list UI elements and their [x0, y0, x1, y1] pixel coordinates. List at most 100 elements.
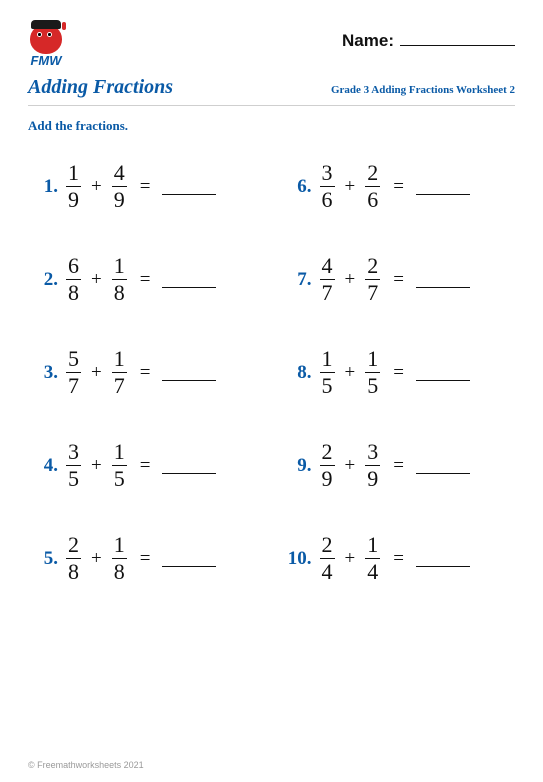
denominator: 7 — [112, 375, 127, 397]
answer-blank[interactable] — [416, 179, 470, 195]
plus-operator: + — [343, 362, 358, 384]
answer-blank[interactable] — [416, 551, 470, 567]
numerator: 1 — [365, 534, 380, 556]
denominator: 5 — [112, 468, 127, 490]
equals-sign: = — [388, 269, 406, 291]
problem-row: 10.24+14= — [286, 534, 516, 583]
denominator: 7 — [66, 375, 81, 397]
numerator: 3 — [320, 162, 335, 184]
plus-operator: + — [343, 176, 358, 198]
answer-blank[interactable] — [162, 458, 216, 474]
page-subtitle: Grade 3 Adding Fractions Worksheet 2 — [331, 84, 515, 96]
problem-number: 5. — [32, 548, 58, 570]
fraction-b: 15 — [112, 441, 127, 490]
plus-operator: + — [89, 176, 104, 198]
answer-blank[interactable] — [162, 272, 216, 288]
fraction-b: 49 — [112, 162, 127, 211]
problem-row: 5.28+18= — [32, 534, 262, 583]
fraction-b: 26 — [365, 162, 380, 211]
fraction-a: 15 — [320, 348, 335, 397]
problem-number: 10. — [286, 548, 312, 570]
fraction-a: 68 — [66, 255, 81, 304]
answer-blank[interactable] — [416, 272, 470, 288]
denominator: 8 — [112, 561, 127, 583]
plus-operator: + — [343, 548, 358, 570]
equals-sign: = — [388, 362, 406, 384]
problem-number: 6. — [286, 176, 312, 198]
numerator: 1 — [112, 348, 127, 370]
fraction-b: 39 — [365, 441, 380, 490]
denominator: 5 — [365, 375, 380, 397]
name-blank[interactable] — [400, 30, 515, 46]
answer-blank[interactable] — [416, 458, 470, 474]
equals-sign: = — [135, 548, 153, 570]
problem-row: 3.57+17= — [32, 348, 262, 397]
problem-row: 1. 19 +49 = — [32, 162, 262, 211]
numerator: 1 — [66, 162, 81, 184]
problem-row: 9.29+39= — [286, 441, 516, 490]
fraction-b: 14 — [365, 534, 380, 583]
numerator: 2 — [66, 534, 81, 556]
answer-blank[interactable] — [416, 365, 470, 381]
instruction: Add the fractions. — [28, 118, 515, 134]
numerator: 1 — [112, 255, 127, 277]
numerator: 2 — [320, 441, 335, 463]
plus-operator: + — [89, 362, 104, 384]
denominator: 6 — [365, 189, 380, 211]
denominator: 5 — [66, 468, 81, 490]
problem-row: 4.35+15= — [32, 441, 262, 490]
name-field: Name: — [342, 30, 515, 51]
answer-blank[interactable] — [162, 179, 216, 195]
numerator: 3 — [66, 441, 81, 463]
fraction-b: 17 — [112, 348, 127, 397]
problem-number: 7. — [286, 269, 312, 291]
numerator: 1 — [365, 348, 380, 370]
apple-icon — [28, 18, 64, 54]
denominator: 9 — [320, 468, 335, 490]
numerator: 6 — [66, 255, 81, 277]
problem-number: 8. — [286, 362, 312, 384]
numerator: 5 — [66, 348, 81, 370]
equals-sign: = — [135, 362, 153, 384]
equals-sign: = — [388, 455, 406, 477]
numerator: 2 — [365, 162, 380, 184]
fraction-b: 18 — [112, 534, 127, 583]
denominator: 8 — [66, 282, 81, 304]
footer-copyright: © Freemathworksheets 2021 — [28, 760, 144, 770]
equals-sign: = — [388, 548, 406, 570]
fraction-a: 24 — [320, 534, 335, 583]
fraction-a: 35 — [66, 441, 81, 490]
denominator: 4 — [320, 561, 335, 583]
answer-blank[interactable] — [162, 365, 216, 381]
denominator: 5 — [320, 375, 335, 397]
fraction-a: 36 — [320, 162, 335, 211]
numerator: 1 — [112, 534, 127, 556]
numerator: 3 — [365, 441, 380, 463]
fraction-a: 28 — [66, 534, 81, 583]
denominator: 8 — [66, 561, 81, 583]
denominator: 4 — [365, 561, 380, 583]
denominator: 7 — [365, 282, 380, 304]
plus-operator: + — [343, 455, 358, 477]
fraction-b: 15 — [365, 348, 380, 397]
problem-number: 1. — [32, 176, 58, 198]
fraction-a: 29 — [320, 441, 335, 490]
problem-row: 6.36+26= — [286, 162, 516, 211]
denominator: 8 — [112, 282, 127, 304]
logo-text: FMW — [30, 53, 61, 68]
equals-sign: = — [135, 176, 153, 198]
denominator: 6 — [320, 189, 335, 211]
answer-blank[interactable] — [162, 551, 216, 567]
fraction-a: 47 — [320, 255, 335, 304]
problems-grid: 1.19+49=6.36+26=2.68+18=7.47+27=3.57+17=… — [28, 162, 515, 583]
problem-row: 2.68+18= — [32, 255, 262, 304]
fraction-a: 57 — [66, 348, 81, 397]
fraction-a: 19 — [66, 162, 81, 211]
problem-number: 4. — [32, 455, 58, 477]
denominator: 7 — [320, 282, 335, 304]
equals-sign: = — [135, 455, 153, 477]
problem-number: 9. — [286, 455, 312, 477]
numerator: 2 — [320, 534, 335, 556]
page-title: Adding Fractions — [28, 76, 173, 99]
logo: FMW — [28, 18, 64, 68]
